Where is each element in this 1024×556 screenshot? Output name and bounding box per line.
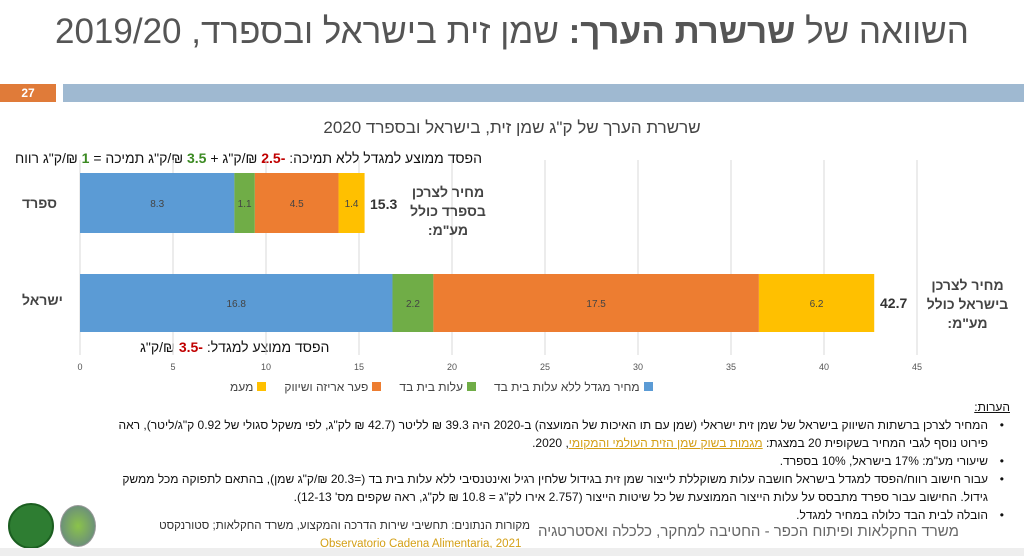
legend-label: מחיר מגדל ללא עלות בית בד [493, 380, 640, 394]
legend-label: עלות בית בד [399, 380, 463, 394]
legend-swatch [372, 382, 382, 391]
title-bold: שרשרת הערך: [568, 12, 796, 51]
x-tick-label: 5 [170, 362, 175, 372]
legend-label: פער אריזה ושיווק [284, 380, 369, 394]
legend-swatch [466, 382, 476, 391]
globe-logo [60, 505, 96, 547]
legend-swatch [257, 382, 267, 391]
data-label: 1.4 [345, 199, 359, 210]
category-label-spain: ספרד [22, 195, 57, 211]
spain-annotation: הפסד ממוצע למגדל ללא תמיכה: -2.5 ₪/ק"ג +… [15, 150, 482, 166]
ann-text: הפסד ממוצע למגדל ללא תמיכה: [285, 150, 482, 166]
x-tick-label: 20 [447, 362, 457, 372]
total-label-spain: מחיר לצרכן בספרד כולל מע"מ: [410, 184, 486, 238]
israel-annotation: הפסד ממוצע למגדל: -3.5 ₪/ק"ג [140, 339, 329, 355]
data-label: 2.2 [406, 299, 420, 310]
note-text: עבור חישוב רווח/הפסד למגדל בישראל חושבה … [122, 472, 988, 486]
header-bar [63, 84, 1024, 102]
x-tick-label: 25 [540, 362, 550, 372]
legend-item: עלות בית בד [399, 380, 476, 394]
legend-item: פער אריזה ושיווק [284, 380, 382, 394]
chart-legend: מחיר מגדל ללא עלות בית בד עלות בית בד פער … [230, 380, 653, 394]
ann-text: ₪/ק"ג תמיכה = [89, 150, 187, 166]
ann-loss: -3.5 [178, 339, 203, 355]
footer-text: משרד החקלאות ופיתוח הכפר - החטיבה למחקר,… [538, 523, 959, 540]
total-spain: 15.3 [370, 196, 398, 212]
bar-segment [758, 274, 875, 332]
ann-profit: 1 [81, 150, 90, 166]
x-tick-label: 35 [726, 362, 736, 372]
note-text: המחיר לצרכן ברשתות השיווק בישראל של שמן … [118, 418, 988, 432]
presentation-link[interactable]: מגמות בשוק שמן הזית העולמי והמקומי [568, 436, 763, 450]
data-label: 16.8 [227, 299, 247, 310]
ann-text: ₪/ק"ג + [206, 150, 262, 166]
note-text: גידול. החישוב עבור ספרד מתבסס על עלות הי… [293, 490, 988, 504]
notes-heading: הערות: [974, 400, 1010, 414]
x-tick-label: 0 [77, 362, 82, 372]
bar-segment [338, 173, 365, 233]
bar-segment [80, 173, 235, 233]
title-rest: שמן זית בישראל ובספרד, 2019/20 [55, 12, 569, 51]
bar-segment [433, 274, 759, 332]
stacked-bar-chart: 0 5 10 15 20 25 30 35 40 45 8.3 1.1 4.5 1.4 16.8 2.2 17.… [77, 160, 922, 372]
note-text: פירוט נוסף לגבי המחיר בשקופית 20 במצגת: [762, 436, 988, 450]
total-label-israel: מחיר לצרכן בישראל כולל מע"מ: [926, 277, 1009, 331]
x-tick-label: 40 [819, 362, 829, 372]
legend-item: מחיר מגדל ללא עלות בית בד [494, 380, 653, 394]
slide-title: השוואה של שרשרת הערך: שמן זית בישראל ובס… [0, 12, 1024, 52]
chart-title: שרשרת הערך של ק"ג שמן זית, בישראל ובספרד… [323, 118, 701, 137]
x-tick-label: 10 [261, 362, 271, 372]
data-label: 1.1 [238, 199, 252, 210]
legend-item: מעמ [230, 380, 267, 394]
note-item: הובלה לבית הבד כלולה במחיר למגדל. [10, 506, 1004, 524]
title-regular: השוואה של [795, 12, 969, 51]
bar-segment [80, 274, 393, 332]
sources-text: מקורות הנתונים: תחשיבי שירות הדרכה והמקצ… [159, 520, 530, 532]
total-israel: 42.7 [880, 295, 908, 311]
sources: מקורות הנתונים: תחשיבי שירות הדרכה והמקצ… [159, 517, 530, 553]
data-label: 4.5 [290, 199, 304, 210]
data-label: 6.2 [810, 299, 824, 310]
ann-text: ₪/ק"ג רווח [15, 150, 82, 166]
ministry-logo [8, 503, 54, 549]
bottom-band [0, 548, 1024, 556]
data-label: 8.3 [150, 199, 164, 210]
ann-support: 3.5 [187, 150, 207, 166]
x-tick-label: 45 [912, 362, 922, 372]
note-item: המחיר לצרכן ברשתות השיווק בישראל של שמן … [10, 416, 1004, 452]
bar-segment [254, 173, 339, 233]
x-tick-label: 30 [633, 362, 643, 372]
ann-text: הפסד ממוצע למגדל: [202, 339, 330, 355]
bar-segment [392, 274, 434, 332]
data-label: 17.5 [586, 299, 606, 310]
x-tick-label: 15 [354, 362, 364, 372]
sources-link[interactable]: Observatorio Cadena Alimentaria, 2021 [320, 538, 522, 550]
note-text: , 2020. [532, 436, 569, 450]
legend-swatch [643, 382, 653, 391]
note-item: שיעורי מע"מ: 17% בישראל, 10% בספרד. [10, 452, 1004, 470]
page-number: 27 [0, 84, 56, 102]
notes: הערות: המחיר לצרכן ברשתות השיווק בישראל … [10, 398, 1010, 524]
note-item: עבור חישוב רווח/הפסד למגדל בישראל חושבה … [10, 470, 1004, 506]
legend-label: מעמ [230, 380, 254, 394]
category-label-israel: ישראל [22, 292, 63, 308]
ann-text: ₪/ק"ג [140, 339, 179, 355]
bar-segment [234, 173, 255, 233]
